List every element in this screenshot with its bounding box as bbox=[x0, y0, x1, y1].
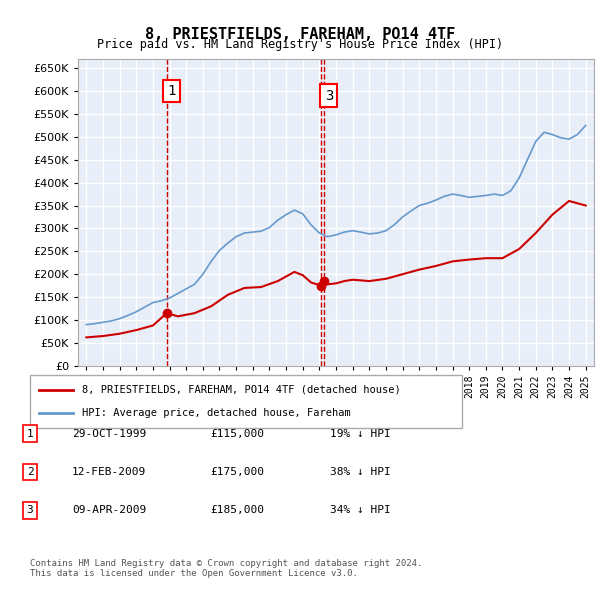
Text: 3: 3 bbox=[325, 88, 333, 103]
Text: 12-FEB-2009: 12-FEB-2009 bbox=[72, 467, 146, 477]
Text: £185,000: £185,000 bbox=[210, 506, 264, 515]
FancyBboxPatch shape bbox=[30, 375, 462, 428]
Text: HPI: Average price, detached house, Fareham: HPI: Average price, detached house, Fare… bbox=[82, 408, 350, 418]
Text: 1: 1 bbox=[26, 429, 34, 438]
Text: £175,000: £175,000 bbox=[210, 467, 264, 477]
Text: 38% ↓ HPI: 38% ↓ HPI bbox=[330, 467, 391, 477]
Text: 2: 2 bbox=[26, 467, 34, 477]
Text: 34% ↓ HPI: 34% ↓ HPI bbox=[330, 506, 391, 515]
Text: £115,000: £115,000 bbox=[210, 429, 264, 438]
Text: 1: 1 bbox=[167, 84, 176, 98]
Text: 19% ↓ HPI: 19% ↓ HPI bbox=[330, 429, 391, 438]
Text: Price paid vs. HM Land Registry's House Price Index (HPI): Price paid vs. HM Land Registry's House … bbox=[97, 38, 503, 51]
Text: 8, PRIESTFIELDS, FAREHAM, PO14 4TF (detached house): 8, PRIESTFIELDS, FAREHAM, PO14 4TF (deta… bbox=[82, 385, 401, 395]
Text: 09-APR-2009: 09-APR-2009 bbox=[72, 506, 146, 515]
Text: 29-OCT-1999: 29-OCT-1999 bbox=[72, 429, 146, 438]
Text: Contains HM Land Registry data © Crown copyright and database right 2024.
This d: Contains HM Land Registry data © Crown c… bbox=[30, 559, 422, 578]
Text: 8, PRIESTFIELDS, FAREHAM, PO14 4TF: 8, PRIESTFIELDS, FAREHAM, PO14 4TF bbox=[145, 27, 455, 41]
Text: 3: 3 bbox=[26, 506, 34, 515]
